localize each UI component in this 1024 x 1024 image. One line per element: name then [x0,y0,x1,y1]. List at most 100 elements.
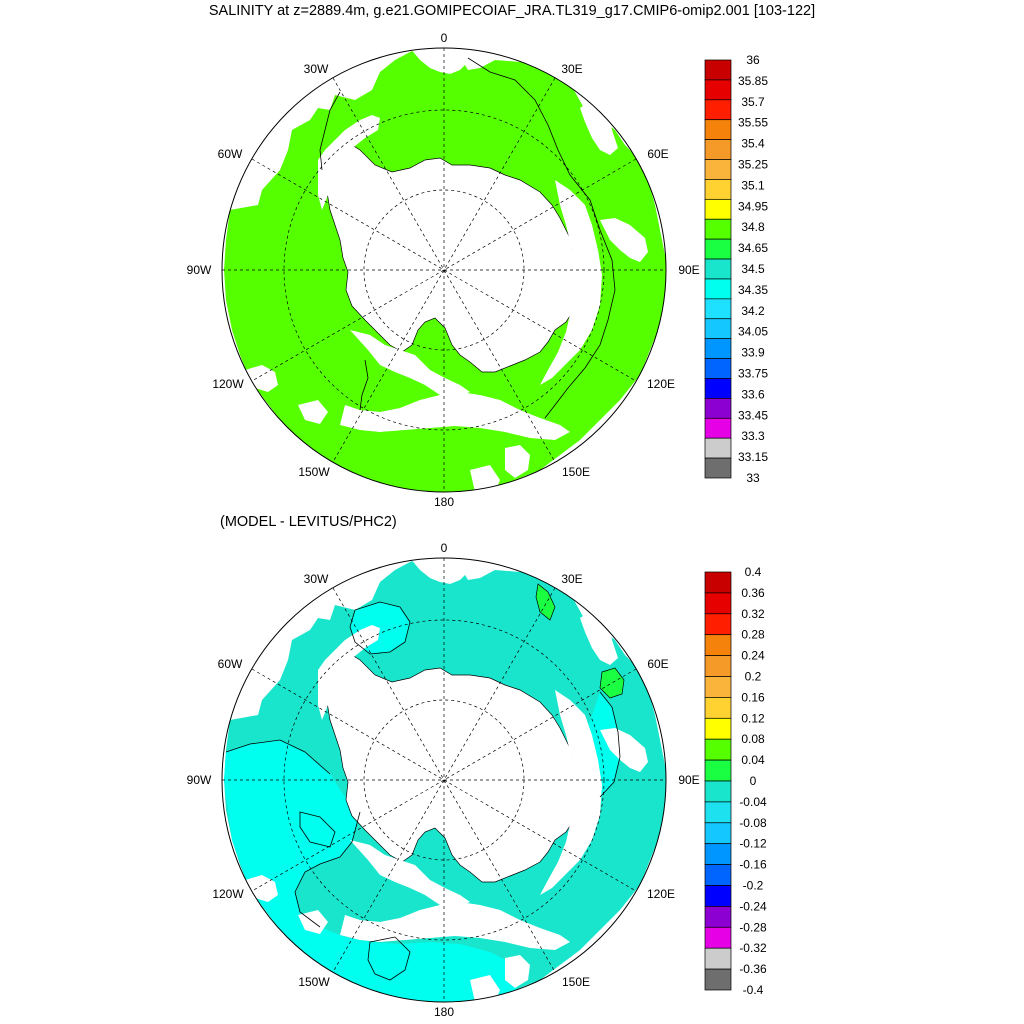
diff-east-land-patch [580,605,618,665]
graticule [222,48,666,492]
salinity-colorbar-swatch [704,437,732,459]
difference-colorbar-label: 0.04 [741,753,765,767]
salinity-colorbar-swatch [704,119,732,140]
salinity-colorbar-swatch [704,218,732,240]
difference-colorbar-label: 0.12 [741,711,765,725]
antarctica-land [326,144,579,373]
salinity-colorbar-swatch [704,79,732,101]
salinity-colorbar-label: 33.45 [738,408,768,422]
difference-colorbar-label: 0.4 [745,565,762,579]
diff-sw-land-patch [245,875,278,902]
difference-colorbar: 0.4 0.36 0.32 0.28 0.24 0.2 0.16 0.12 0.08 0.04 0 -… [704,565,767,997]
diff-peninsula-land [230,638,285,710]
salinity-map-panel: 0 30E 60E 90E 120E 150E 180 150W 120W 90… [187,31,769,509]
difference-colorbar-swatch [704,613,732,636]
salinity-colorbar-label: 33 [746,471,760,485]
label-60w: 60W [218,147,243,161]
diff-amundsen-land [350,840,470,908]
contour-line-b [359,359,369,411]
north-land-patch [410,48,470,74]
label-150w: 150W [298,465,330,479]
salinity-colorbar-label: 33.3 [741,429,765,443]
sw-land-patch [245,365,278,392]
east-land-patch [580,95,618,155]
salinity-colorbar-swatch [704,59,732,81]
plot-title: SALINITY at z=2889.4m, g.e21.GOMIPECOIAF… [208,3,816,19]
difference-colorbar-label: 0.08 [741,732,765,746]
diff-label-60w: 60W [218,657,243,671]
label-30e: 30E [561,62,582,76]
label-30w: 30W [304,62,329,76]
difference-colorbar-swatch [704,655,732,677]
salinity-colorbar-label: 34.8 [741,220,765,234]
diff-label-90e: 90E [678,773,699,787]
diff-label-150w: 150W [298,975,330,989]
diff-south-land-patch [505,955,530,988]
salinity-colorbar-label: 35.25 [738,158,768,172]
diff-south-land-patch-2 [470,975,500,1002]
salinity-colorbar-swatch [704,298,732,320]
diff-ross-ice-land [340,902,570,950]
label-90w: 90W [187,263,212,277]
salinity-colorbar-swatch [704,318,732,340]
label-180: 180 [434,495,454,509]
salinity-colorbar-label: 33.9 [741,346,765,360]
longitude-labels: 0 30E 60E 90E 120E 150E 180 150W 120W 90… [187,31,700,509]
peninsula-land [230,128,285,200]
diff-green-patch-3 [599,667,625,699]
diff-label-120w: 120W [212,887,244,901]
salinity-colorbar-swatch [704,258,732,280]
diff-graticule [222,558,666,1002]
difference-colorbar-swatch [704,906,732,928]
diff-coastal-land-west [318,625,380,720]
salinity-colorbar-swatch [704,338,732,359]
label-0: 0 [441,31,448,45]
difference-colorbar-swatch [704,926,732,949]
salinity-colorbar-label: 35.4 [741,137,765,151]
label-150e: 150E [562,465,590,479]
difference-colorbar-label: 0.24 [741,649,765,663]
diff-contours [225,601,621,981]
difference-colorbar-label: 0.28 [741,628,765,642]
difference-colorbar-swatch [704,717,732,740]
salinity-colorbar-label: 36 [746,53,760,67]
coastal-land-west [318,115,380,210]
difference-colorbar-label: -0.4 [743,983,764,997]
difference-colorbar-swatch [704,738,732,761]
salinity-colorbar-label: 34.65 [738,241,768,255]
salinity-colorbar-swatch [704,198,732,220]
difference-colorbar-label: -0.08 [739,816,767,830]
salinity-colorbar-label: 35.85 [738,74,768,88]
salinity-colorbar-swatch [704,99,732,121]
contour-line-c [319,91,341,171]
diff-label-60e: 60E [647,657,668,671]
difference-colorbar-label: -0.36 [739,962,767,976]
salinity-colorbar-swatch [704,238,732,260]
difference-colorbar-swatch [704,780,732,803]
difference-colorbar-label: -0.04 [739,795,767,809]
salinity-colorbar-label: 35.55 [738,116,768,130]
diff-label-30e: 30E [561,572,582,586]
label-120w: 120W [212,377,244,391]
diff-north-land-patch [410,558,470,584]
difference-colorbar-swatch [704,843,732,865]
diff-cyan-region-west [224,740,530,1002]
diff-label-150e: 150E [562,975,590,989]
amundsen-land [350,330,470,398]
salinity-colorbar-swatch [704,358,732,379]
difference-colorbar-swatch [704,822,732,845]
east-land-patch-2 [600,218,648,262]
salinity-colorbar-swatch [704,378,732,399]
diff-coastal-land-east [540,690,602,895]
coastal-land-east [540,180,602,385]
difference-colorbar-swatch [704,592,732,615]
difference-colorbar-swatch [704,885,732,907]
diff-label-180: 180 [434,1005,454,1019]
salinity-colorbar-swatch [704,159,732,180]
difference-colorbar-label: -0.2 [743,879,764,893]
salinity-colorbar-swatch [704,139,732,160]
difference-colorbar-label: 0.2 [745,670,762,684]
difference-colorbar-label: -0.32 [739,941,767,955]
diff-label-120e: 120E [647,887,675,901]
salinity-colorbar-label: 34.2 [741,304,765,318]
